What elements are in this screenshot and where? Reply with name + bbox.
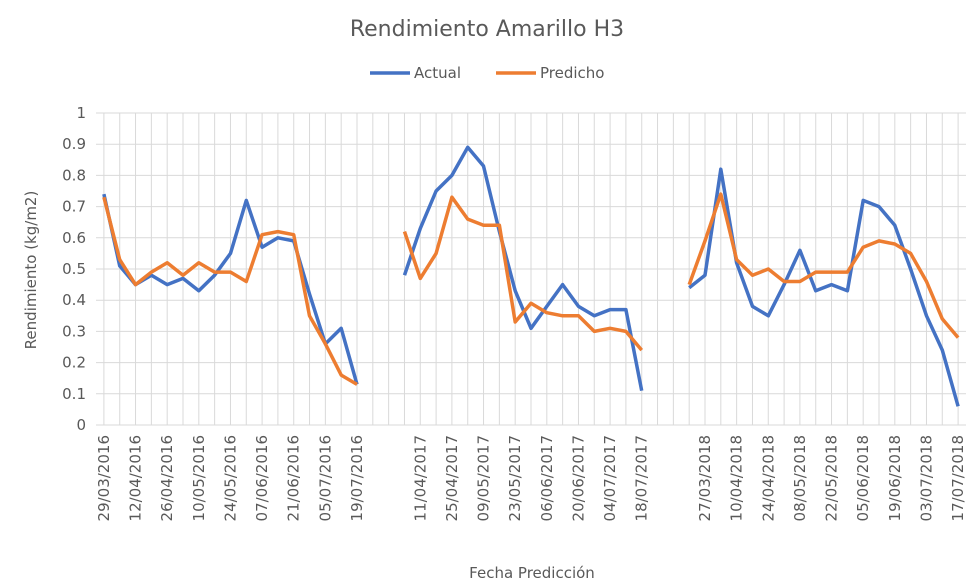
y-tick-label: 0.3 [62,322,86,340]
x-tick-label: 05/07/2016 [316,435,334,521]
x-tick-label: 19/07/2016 [348,435,366,521]
x-tick-label: 21/06/2016 [285,435,303,521]
x-axis-label: Fecha Predicción [469,564,595,582]
y-tick-label: 0.9 [62,135,86,153]
x-tick-label: 05/06/2018 [854,435,872,521]
chart-title: Rendimiento Amarillo H3 [350,17,624,42]
y-tick-label: 0.4 [62,291,86,309]
y-tick-label: 0 [76,416,86,434]
x-tick-label: 11/04/2017 [411,435,429,521]
series-line [102,192,960,386]
x-tick-label: 23/05/2017 [506,435,524,521]
x-tick-label: 06/06/2017 [538,435,556,521]
x-tick-label: 18/07/2017 [633,435,651,521]
x-tick-label: 20/06/2017 [569,435,587,521]
x-tick-label: 07/06/2016 [253,435,271,521]
x-tick-label: 26/04/2016 [158,435,176,521]
x-tick-label: 03/07/2018 [917,435,935,521]
x-tick-label: 29/03/2016 [95,435,113,521]
x-tick-label: 17/07/2018 [949,435,967,521]
legend-label: Predicho [540,64,604,82]
x-tick-label: 12/04/2016 [127,435,145,521]
x-tick-label: 24/04/2018 [759,435,777,521]
y-tick-label: 1 [76,104,86,122]
x-tick-label: 19/06/2018 [886,435,904,521]
y-tick-label: 0.5 [62,260,86,278]
y-tick-label: 0.8 [62,166,86,184]
x-tick-label: 10/05/2016 [190,435,208,521]
x-tick-label: 25/04/2017 [443,435,461,521]
x-tick-label: 10/04/2018 [728,435,746,521]
x-tick-label: 04/07/2017 [601,435,619,521]
y-tick-label: 0.1 [62,385,86,403]
y-axis-label: Rendimiento (kg/m2) [22,191,40,350]
y-tick-label: 0.2 [62,354,86,372]
x-tick-label: 24/05/2016 [221,435,239,521]
x-tick-label: 27/03/2018 [696,435,714,521]
x-tick-label: 22/05/2018 [823,435,841,521]
y-tick-label: 0.7 [62,198,86,216]
y-tick-label: 0.6 [62,229,86,247]
x-tick-label: 09/05/2017 [475,435,493,521]
x-tick-label: 08/05/2018 [791,435,809,521]
legend-label: Actual [414,64,461,82]
